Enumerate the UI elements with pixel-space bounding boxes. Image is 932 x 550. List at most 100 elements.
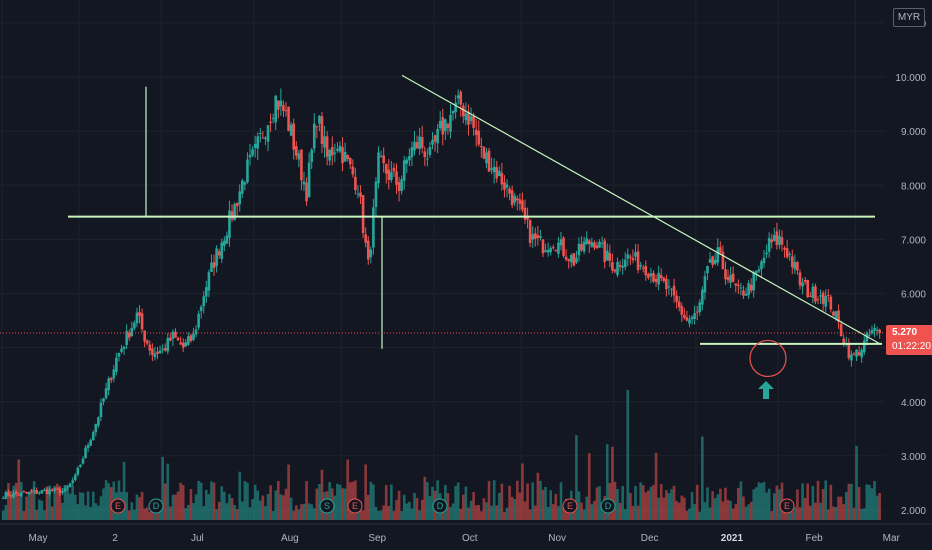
volume-bar	[462, 494, 465, 520]
candle-body	[12, 492, 15, 498]
volume-bar	[274, 490, 278, 520]
price-axis[interactable]: 2.0003.0004.0005.0006.0007.0008.0009.000…	[885, 0, 932, 525]
event-marker-dividend[interactable]: D	[148, 498, 164, 514]
candle-body	[19, 492, 23, 497]
currency-badge[interactable]: MYR	[893, 8, 925, 27]
downtrend-line	[401, 74, 881, 345]
candle-body	[480, 145, 483, 147]
candle-body	[829, 296, 833, 310]
candle-body	[282, 104, 285, 112]
candle-body	[847, 343, 851, 359]
event-marker-split[interactable]: S	[319, 498, 335, 514]
volume-bar	[778, 489, 781, 520]
event-marker-earnings[interactable]: E	[347, 498, 363, 514]
volume-bar	[737, 487, 740, 520]
candle-body	[53, 488, 56, 491]
volume-bar	[585, 496, 588, 520]
candle-body	[4, 492, 8, 499]
event-marker-earnings[interactable]: E	[110, 498, 126, 514]
event-marker-earnings[interactable]: E	[779, 498, 795, 514]
candle-body	[832, 311, 835, 316]
candle-body	[870, 330, 874, 334]
candle-body	[102, 398, 105, 402]
candle-body	[50, 489, 54, 492]
candle-body	[58, 488, 62, 494]
candle-body	[246, 159, 249, 183]
volume-bar	[261, 495, 265, 520]
candle-body	[821, 292, 825, 304]
volume-bar	[870, 488, 874, 520]
volume-bar	[724, 487, 727, 520]
time-axis-label: 2	[112, 533, 118, 544]
candle-body	[734, 283, 738, 286]
volume-bar	[264, 506, 267, 520]
volume-bar	[490, 505, 493, 520]
candle-body	[428, 147, 432, 155]
volume-bar	[140, 491, 144, 520]
candle-body	[572, 253, 576, 266]
candle-body	[593, 242, 596, 248]
event-marker-dividend[interactable]: D	[432, 498, 448, 514]
volume-bar	[276, 481, 280, 520]
volume-bar	[536, 472, 540, 520]
candle-body	[626, 254, 630, 259]
candle-body	[45, 488, 49, 494]
candle-body	[68, 483, 72, 488]
volume-bar	[9, 490, 13, 520]
volume-bar	[587, 453, 591, 520]
candle-body	[485, 152, 488, 164]
time-axis[interactable]: May2JulAugSepOctNovDec2021FebMarApr	[0, 523, 932, 544]
candle-body	[657, 272, 660, 285]
volume-bar	[61, 502, 64, 520]
bar-countdown: 01:22:20	[892, 341, 931, 352]
volume-bar	[366, 494, 370, 520]
price-axis-label: 10.000	[895, 73, 926, 84]
candle-body	[449, 114, 452, 132]
event-marker-dividend[interactable]: D	[600, 498, 616, 514]
candle-body	[395, 171, 398, 185]
candle-body	[605, 250, 609, 261]
volume-bar	[577, 491, 581, 520]
volume-bar	[652, 484, 655, 520]
volume-bar	[230, 498, 234, 520]
candle-body	[816, 299, 820, 301]
volume-bar	[878, 493, 881, 520]
volume-bar	[215, 509, 218, 520]
candle-body	[17, 494, 21, 496]
volume-bar	[294, 505, 298, 520]
volume-bar	[749, 501, 753, 520]
candle-body	[775, 231, 779, 246]
candle-body	[500, 172, 504, 185]
candle-body	[269, 121, 272, 123]
candle-body	[140, 313, 144, 330]
trendline-drawings[interactable]	[68, 74, 882, 349]
candle-body	[220, 242, 224, 259]
volume-bar	[235, 509, 239, 520]
volume-bar	[284, 488, 288, 520]
candle-body	[677, 301, 681, 308]
candle-body	[755, 270, 758, 274]
candle-body	[264, 137, 267, 140]
candle-body	[780, 237, 784, 245]
volume-bar	[179, 482, 182, 520]
event-marker-earnings[interactable]: E	[562, 498, 578, 514]
volume-bar	[790, 511, 794, 520]
volume-bar	[7, 483, 10, 520]
candle-body	[462, 105, 465, 117]
candle-body	[300, 149, 303, 181]
volume-bar	[708, 507, 712, 520]
volume-bar	[269, 485, 272, 520]
volume-bar	[803, 498, 807, 520]
candle-body	[523, 207, 527, 220]
volume-bar	[241, 501, 244, 520]
event-marker-letter: E	[352, 501, 358, 511]
candle-body	[174, 331, 177, 338]
candle-body	[73, 474, 77, 481]
time-axis-label: Mar	[883, 533, 901, 544]
volume-bar	[611, 446, 614, 520]
volume-bar	[731, 508, 735, 520]
volume-bar	[716, 494, 720, 520]
candle-body	[189, 335, 193, 341]
